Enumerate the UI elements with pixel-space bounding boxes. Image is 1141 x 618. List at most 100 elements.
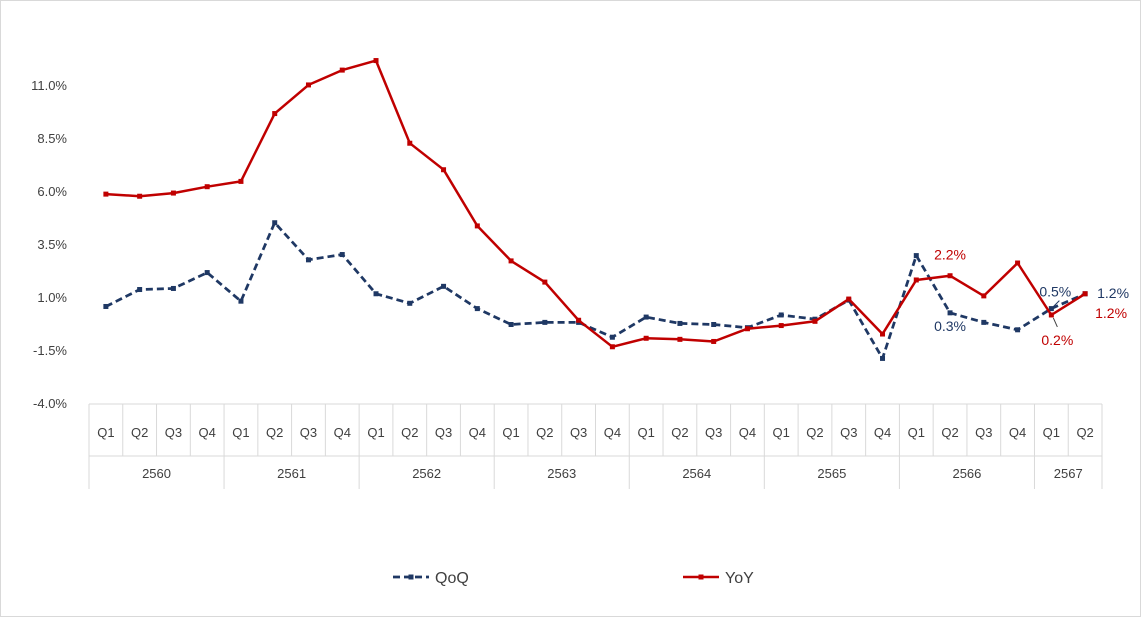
y-tick-label: 6.0%: [37, 184, 67, 199]
data-point-yoy: [947, 273, 953, 279]
year-label: 2567: [1054, 466, 1083, 481]
x-tick-label: Q3: [705, 425, 722, 440]
leader-line: [1052, 317, 1058, 328]
x-tick-label: Q1: [773, 425, 790, 440]
data-point-yoy: [474, 223, 480, 229]
data-point-qoq: [1015, 327, 1021, 333]
data-point-qoq: [913, 253, 919, 259]
x-tick-label: Q4: [874, 425, 891, 440]
x-tick-label: Q2: [941, 425, 958, 440]
x-tick-label: Q3: [165, 425, 182, 440]
year-label: 2564: [682, 466, 711, 481]
y-tick-label: 3.5%: [37, 237, 67, 252]
x-tick-label: Q2: [131, 425, 148, 440]
data-point-qoq: [238, 298, 244, 304]
legend: QoQ YoY: [393, 570, 754, 587]
x-tick-label: Q2: [401, 425, 418, 440]
series-line-qoq: [105, 221, 1086, 360]
data-point-qoq: [441, 283, 447, 289]
data-point-yoy: [170, 190, 176, 196]
data-point-qoq: [407, 300, 413, 306]
data-point-qoq: [677, 320, 683, 326]
y-tick-label: -4.0%: [33, 396, 67, 411]
data-point-qoq: [778, 312, 784, 318]
legend-marker: [408, 574, 414, 580]
x-tick-label: Q3: [840, 425, 857, 440]
data-point-qoq: [508, 322, 514, 327]
data-point-yoy: [1048, 312, 1054, 318]
x-tick-label: Q1: [1043, 425, 1060, 440]
x-tick-label: Q1: [908, 425, 925, 440]
data-label: 0.3%: [934, 318, 966, 334]
data-point-yoy: [103, 191, 109, 197]
y-tick-label: 11.0%: [31, 78, 67, 93]
data-point-qoq: [373, 291, 379, 297]
data-point-qoq: [880, 355, 886, 361]
data-point-yoy: [744, 326, 750, 332]
data-point-yoy: [576, 317, 582, 323]
x-tick-label: Q2: [1076, 425, 1093, 440]
data-point-yoy: [913, 277, 919, 283]
data-point-yoy: [609, 344, 615, 350]
data-point-qoq: [339, 252, 345, 258]
x-tick-label: Q1: [637, 425, 654, 440]
data-point-yoy: [778, 323, 784, 329]
data-point-yoy: [846, 296, 852, 302]
x-tick-label: Q4: [199, 425, 216, 440]
data-point-yoy: [981, 293, 987, 299]
data-label: 2.2%: [934, 247, 966, 263]
data-point-qoq: [609, 334, 615, 340]
y-tick-label: -1.5%: [33, 343, 67, 358]
x-tick-label: Q4: [334, 425, 351, 440]
data-point-qoq: [711, 322, 717, 327]
x-axis: Q1 Q2 Q3 Q4 Q1 Q2 Q3 Q4 Q1 Q2 Q3 Q4 Q1 Q2 Q3 Q4 Q1 Q2 Q3 Q4…: [88, 403, 1103, 489]
year-label: 2562: [412, 466, 441, 481]
data-label: 1.2%: [1097, 285, 1129, 301]
data-point-yoy: [305, 82, 311, 88]
data-point-yoy: [373, 58, 379, 64]
data-point-qoq: [643, 314, 649, 320]
x-tick-label: Q3: [435, 425, 452, 440]
x-tick-label: Q4: [739, 425, 756, 440]
data-point-qoq: [305, 257, 311, 263]
data-point-qoq: [103, 303, 109, 309]
series-line-yoy: [105, 59, 1086, 349]
data-point-qoq: [137, 287, 143, 293]
x-tick-label: Q4: [1009, 425, 1026, 440]
y-tick-label: 8.5%: [37, 131, 67, 146]
x-tick-label: Q3: [975, 425, 992, 440]
x-tick-label: Q2: [266, 425, 283, 440]
data-point-yoy: [812, 318, 818, 324]
y-axis: -4.0% -1.5% 1.0% 3.5% 6.0% 8.5% 11.0%: [31, 78, 67, 411]
x-tick-label: Q1: [232, 425, 249, 440]
leader-line: [1052, 300, 1060, 307]
year-label: 2565: [817, 466, 846, 481]
data-point-qoq: [170, 285, 176, 291]
data-point-qoq: [947, 310, 953, 316]
year-label: 2566: [952, 466, 981, 481]
x-tick-label: Q1: [367, 425, 384, 440]
data-point-yoy: [1015, 260, 1021, 266]
data-point-yoy: [542, 279, 548, 285]
data-label: 0.2%: [1041, 332, 1073, 348]
data-point-yoy: [643, 335, 649, 341]
x-tick-label: Q2: [671, 425, 688, 440]
data-point-qoq: [204, 270, 210, 276]
data-point-qoq: [474, 306, 480, 312]
data-point-yoy: [238, 178, 244, 184]
x-tick-label: Q1: [502, 425, 519, 440]
x-tick-label: Q2: [806, 425, 823, 440]
x-tick-label: Q3: [300, 425, 317, 440]
data-point-yoy: [677, 336, 683, 342]
annotation-layer: 0.5% 1.2% 0.3% 2.2% 1.2% 0.2%: [934, 247, 1129, 348]
x-tick-label: Q3: [570, 425, 587, 440]
data-point-yoy: [407, 140, 413, 146]
year-label: 2560: [142, 466, 171, 481]
data-point-yoy: [880, 331, 886, 337]
year-label: 2561: [277, 466, 306, 481]
x-tick-label: Q2: [536, 425, 553, 440]
data-point-yoy: [711, 338, 717, 344]
data-point-yoy: [1082, 291, 1088, 297]
